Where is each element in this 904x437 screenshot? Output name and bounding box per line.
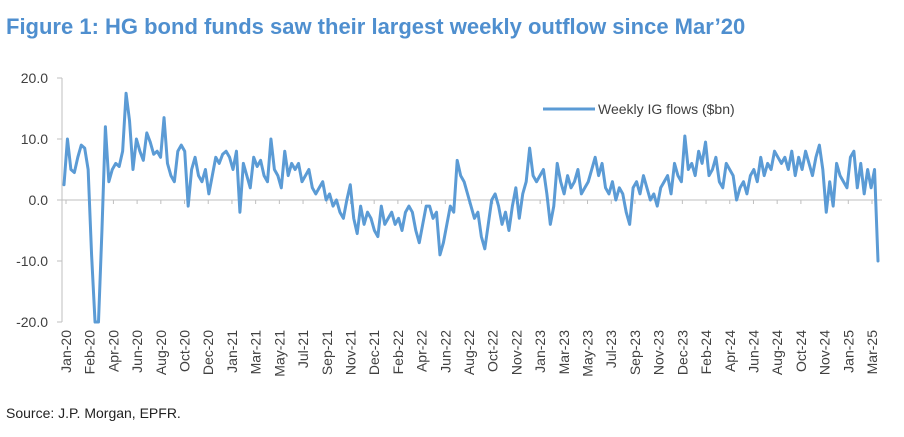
source-note: Source: J.P. Morgan, EPFR. [6, 405, 181, 421]
x-tick-label: Aug-20 [153, 330, 169, 375]
x-tick-label: Nov-22 [508, 330, 524, 375]
x-tick-label: Apr-24 [722, 330, 738, 372]
x-tick-label: May-21 [271, 330, 287, 377]
x-tick-label: Nov-21 [342, 330, 358, 375]
x-tick-label: Aug-22 [461, 330, 477, 375]
x-tick-label: Jun-22 [437, 330, 453, 373]
x-tick-label: Sep-23 [627, 330, 643, 375]
y-tick-label: -10.0 [16, 253, 48, 269]
y-tick-labels: 20.0 10.0 0.0 -10.0 -20.0 [16, 70, 48, 330]
x-tick-label: Dec-23 [674, 330, 690, 375]
x-tick-label: Dec-20 [200, 330, 216, 375]
series-line-weekly-ig-flows [62, 91, 880, 324]
x-tick-labels: Jan-20 Feb-20 Apr-20 Jun-20 Aug-20 Oct-20 Dec-… [58, 330, 880, 377]
y-tick-label: 10.0 [21, 131, 48, 147]
x-tick-label: Mar-21 [248, 330, 264, 375]
x-tick-label: Feb-24 [698, 330, 714, 375]
x-tick-label: Jan-25 [840, 330, 856, 373]
x-tick-label: Jul-23 [603, 330, 619, 368]
x-tick-label: Mar-25 [864, 330, 880, 375]
x-tick-label: Jun-24 [745, 330, 761, 373]
plot-area [62, 91, 880, 324]
x-tick-label: Mar-23 [556, 330, 572, 375]
y-tick-label: -20.0 [16, 314, 48, 330]
x-tick-label: Oct-20 [177, 330, 193, 372]
x-tick-label: Jan-20 [58, 330, 74, 373]
y-tick-label: 20.0 [21, 70, 48, 86]
x-tick-label: Oct-22 [485, 330, 501, 372]
x-tick-label: Jul-21 [295, 330, 311, 368]
y-tick-label: 0.0 [29, 192, 49, 208]
legend-label: Weekly IG flows ($bn) [598, 101, 735, 117]
x-tick-label: Jun-20 [129, 330, 145, 373]
x-tick-label: Nov-24 [817, 330, 833, 375]
chart-title: Figure 1: HG bond funds saw their larges… [6, 14, 746, 39]
x-tick-label: Dec-21 [366, 330, 382, 375]
x-tick-label: Oct-24 [793, 330, 809, 372]
x-tick-label: Apr-20 [105, 330, 121, 372]
x-tick-label: Sep-21 [319, 330, 335, 375]
x-tick-label: Nov-23 [651, 330, 667, 375]
x-tick-label: May-23 [580, 330, 596, 377]
x-tick-label: Jan-21 [224, 330, 240, 373]
x-tick-label: Jan-23 [532, 330, 548, 373]
x-tick-label: Feb-22 [390, 330, 406, 375]
legend: Weekly IG flows ($bn) [543, 101, 735, 117]
x-tick-label: Apr-22 [414, 330, 430, 372]
x-tick-label: Aug-24 [769, 330, 785, 375]
x-tick-label: Feb-20 [82, 330, 98, 375]
